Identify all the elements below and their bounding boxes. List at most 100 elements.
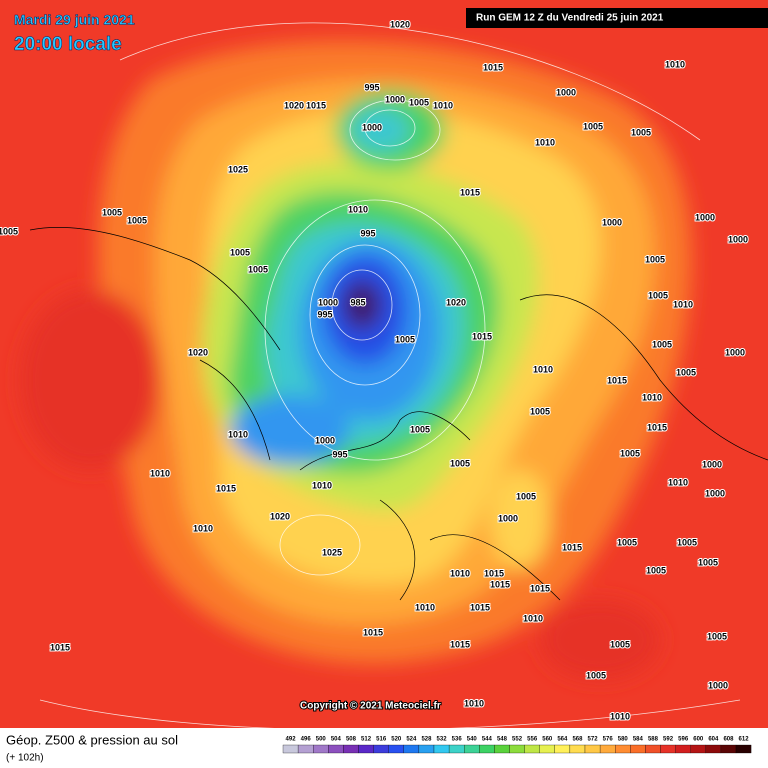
scale-label: 612 [739,737,750,743]
scale-swatch [539,744,555,754]
isobar-label: 1000 [708,680,728,690]
isobar-label: 1015 [50,642,70,652]
isobar-label: 1015 [472,331,492,341]
isobar-label: 1000 [602,217,622,227]
scale-swatch [464,744,480,754]
time: 20:00 locale [14,34,122,55]
isobar-label: 1010 [415,602,435,612]
copyright: Copyright © 2021 Meteociel.fr [300,701,441,712]
isobar-label: 1005 [516,491,536,501]
isobar-label: 1005 [646,565,666,575]
isobar-label: 1005 [645,254,665,264]
isobar-label: 1005 [707,631,727,641]
lead-time: (+ 102h) [6,753,44,764]
isobar-label: 1005 [648,290,668,300]
scale-swatch [524,744,540,754]
isobar-label: 1015 [607,375,627,385]
isobar-label: 1010 [464,698,484,708]
isobar-label: 1015 [530,583,550,593]
isobar-label: 1005 [127,215,147,225]
isobar-label: 1000 [725,347,745,357]
isobar-label: 1010 [348,204,368,214]
isobar-label: 1010 [193,523,213,533]
isobar-label: 1010 [642,392,662,402]
isobar-label: 1005 [395,334,415,344]
scale-label: 528 [421,737,432,743]
scale-swatch [448,744,465,754]
isobar-label: 985 [350,297,365,307]
color-scale: 492 496 500 504 508 512 516 520 524 528 532 536 540 5… [282,737,752,754]
scale-label: 512 [361,737,372,743]
isobar-label: 1005 [677,537,697,547]
run-info: Run GEM 12 Z du Vendredi 25 juin 2021 [476,13,664,24]
isobar-label: 1010 [312,480,332,490]
scale-label: 536 [452,737,463,743]
isobar-label: 1000 [498,513,518,523]
isobar-label: 995 [317,309,332,319]
scale-label: 552 [512,737,523,743]
run-banner [466,8,768,28]
isobar-label: 1015 [484,568,504,578]
scale-swatch [645,744,661,754]
isobar-label: 1015 [562,542,582,552]
scale-swatch [479,744,495,754]
scale-label: 564 [557,737,568,743]
scale-swatch [373,744,389,754]
isobar-label: 1005 [652,339,672,349]
scale-label: 508 [346,737,357,743]
scale-label: 520 [391,737,402,743]
scale-swatch [328,744,344,754]
scale-swatch [418,744,435,754]
isobar-label: 1010 [433,100,453,110]
isobar-label: 1015 [470,602,490,612]
scale-swatch [584,744,601,754]
isobar-label: 1020 [284,100,304,110]
isobar-label: 1005 [450,458,470,468]
isobar-label: 1010 [533,364,553,374]
isobar-label: 1000 [362,122,382,132]
scale-swatch [630,744,646,754]
isobar-label: 1005 [586,670,606,680]
scale-label: 568 [572,737,583,743]
scale-swatch [599,744,616,754]
isobar-label: 1000 [695,212,715,222]
geopotential-areas [20,40,692,680]
scale-swatch [554,744,571,754]
isobar-label: 1000 [728,234,748,244]
scale-label: 580 [618,737,629,743]
scale-label: 504 [331,737,342,743]
scale-label: 600 [693,737,704,743]
scale-label: 524 [406,737,417,743]
scale-swatch [297,744,314,754]
isobar-label: 1020 [188,347,208,357]
scale-label: 544 [482,737,493,743]
isobar-lines [39,22,741,731]
scale-swatch [735,744,752,754]
isobar-label: 1000 [702,459,722,469]
scale-swatch [660,744,676,754]
isobar-label: 1015 [647,422,667,432]
isobar-label: 1015 [450,639,470,649]
scale-label: 592 [663,737,674,743]
isobar-label: 1000 [705,488,725,498]
isobar-label: 995 [332,449,347,459]
scale-swatch [615,744,631,754]
scale-label: 604 [708,737,719,743]
isobar-label: 1005 [410,424,430,434]
isobar-label: 1020 [390,19,410,29]
scale-swatch [358,744,374,754]
isobar-label: 1010 [150,468,170,478]
isobar-label: 1005 [583,121,603,131]
isobar-label: 1005 [610,639,630,649]
scale-swatch [433,744,450,754]
scale-label: 496 [301,737,312,743]
scale-swatch [675,744,691,754]
isobar-label: 1005 [530,406,550,416]
scale-swatch [509,744,525,754]
scale-swatch [494,744,510,754]
isobar-label: 1005 [617,537,637,547]
scale-label: 560 [542,737,553,743]
scale-label: 540 [467,737,478,743]
isobar-label: 1015 [490,579,510,589]
scale-label: 596 [678,737,689,743]
